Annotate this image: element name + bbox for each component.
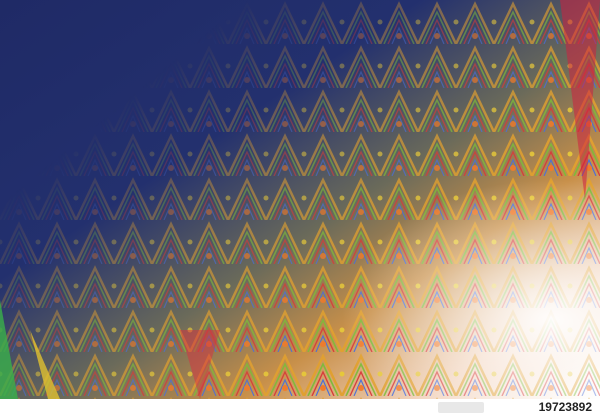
- abstract-artwork: [0, 0, 600, 399]
- watermark-bar: 19723892: [0, 399, 600, 416]
- image-id: 19723892: [538, 400, 592, 414]
- logo: [438, 402, 484, 413]
